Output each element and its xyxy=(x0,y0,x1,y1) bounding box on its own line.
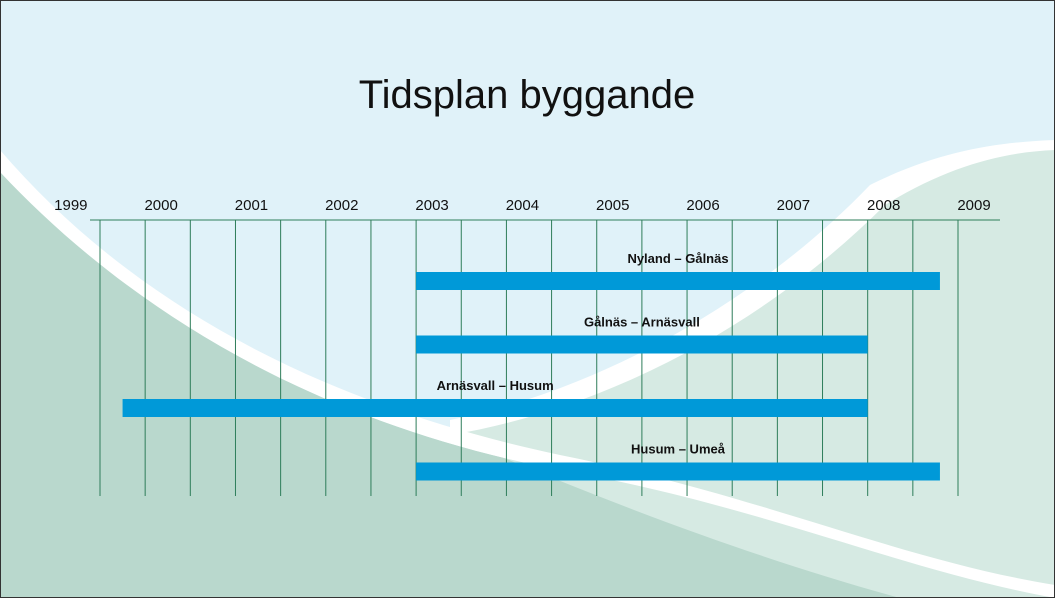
task-bar xyxy=(416,463,940,481)
x-tick-label: 2000 xyxy=(144,197,177,214)
task-label: Gålnäs – Arnäsvall xyxy=(584,315,700,330)
x-tick-label: 2009 xyxy=(957,197,990,214)
x-tick-label: 2002 xyxy=(325,197,358,214)
slide: Tidsplan byggande 1999 2000 2001 2002 2003 20… xyxy=(0,0,1055,598)
x-tick-label: 2008 xyxy=(867,197,900,214)
x-tick-label: 2006 xyxy=(686,197,719,214)
task-bar xyxy=(123,399,868,417)
task-label: Husum – Umeå xyxy=(631,442,726,457)
x-tick-label: 2005 xyxy=(596,197,629,214)
task-label: Nyland – Gålnäs xyxy=(627,251,728,266)
title: Tidsplan byggande xyxy=(359,73,696,117)
x-tick-label: 2003 xyxy=(415,197,448,214)
task-bar xyxy=(416,336,868,354)
x-tick-label: 2004 xyxy=(506,197,539,214)
x-tick-label: 1999 xyxy=(54,197,87,214)
task-bar xyxy=(416,272,940,290)
task-label: Arnäsvall – Husum xyxy=(437,378,554,393)
x-tick-label: 2007 xyxy=(777,197,810,214)
x-tick-label: 2001 xyxy=(235,197,268,214)
